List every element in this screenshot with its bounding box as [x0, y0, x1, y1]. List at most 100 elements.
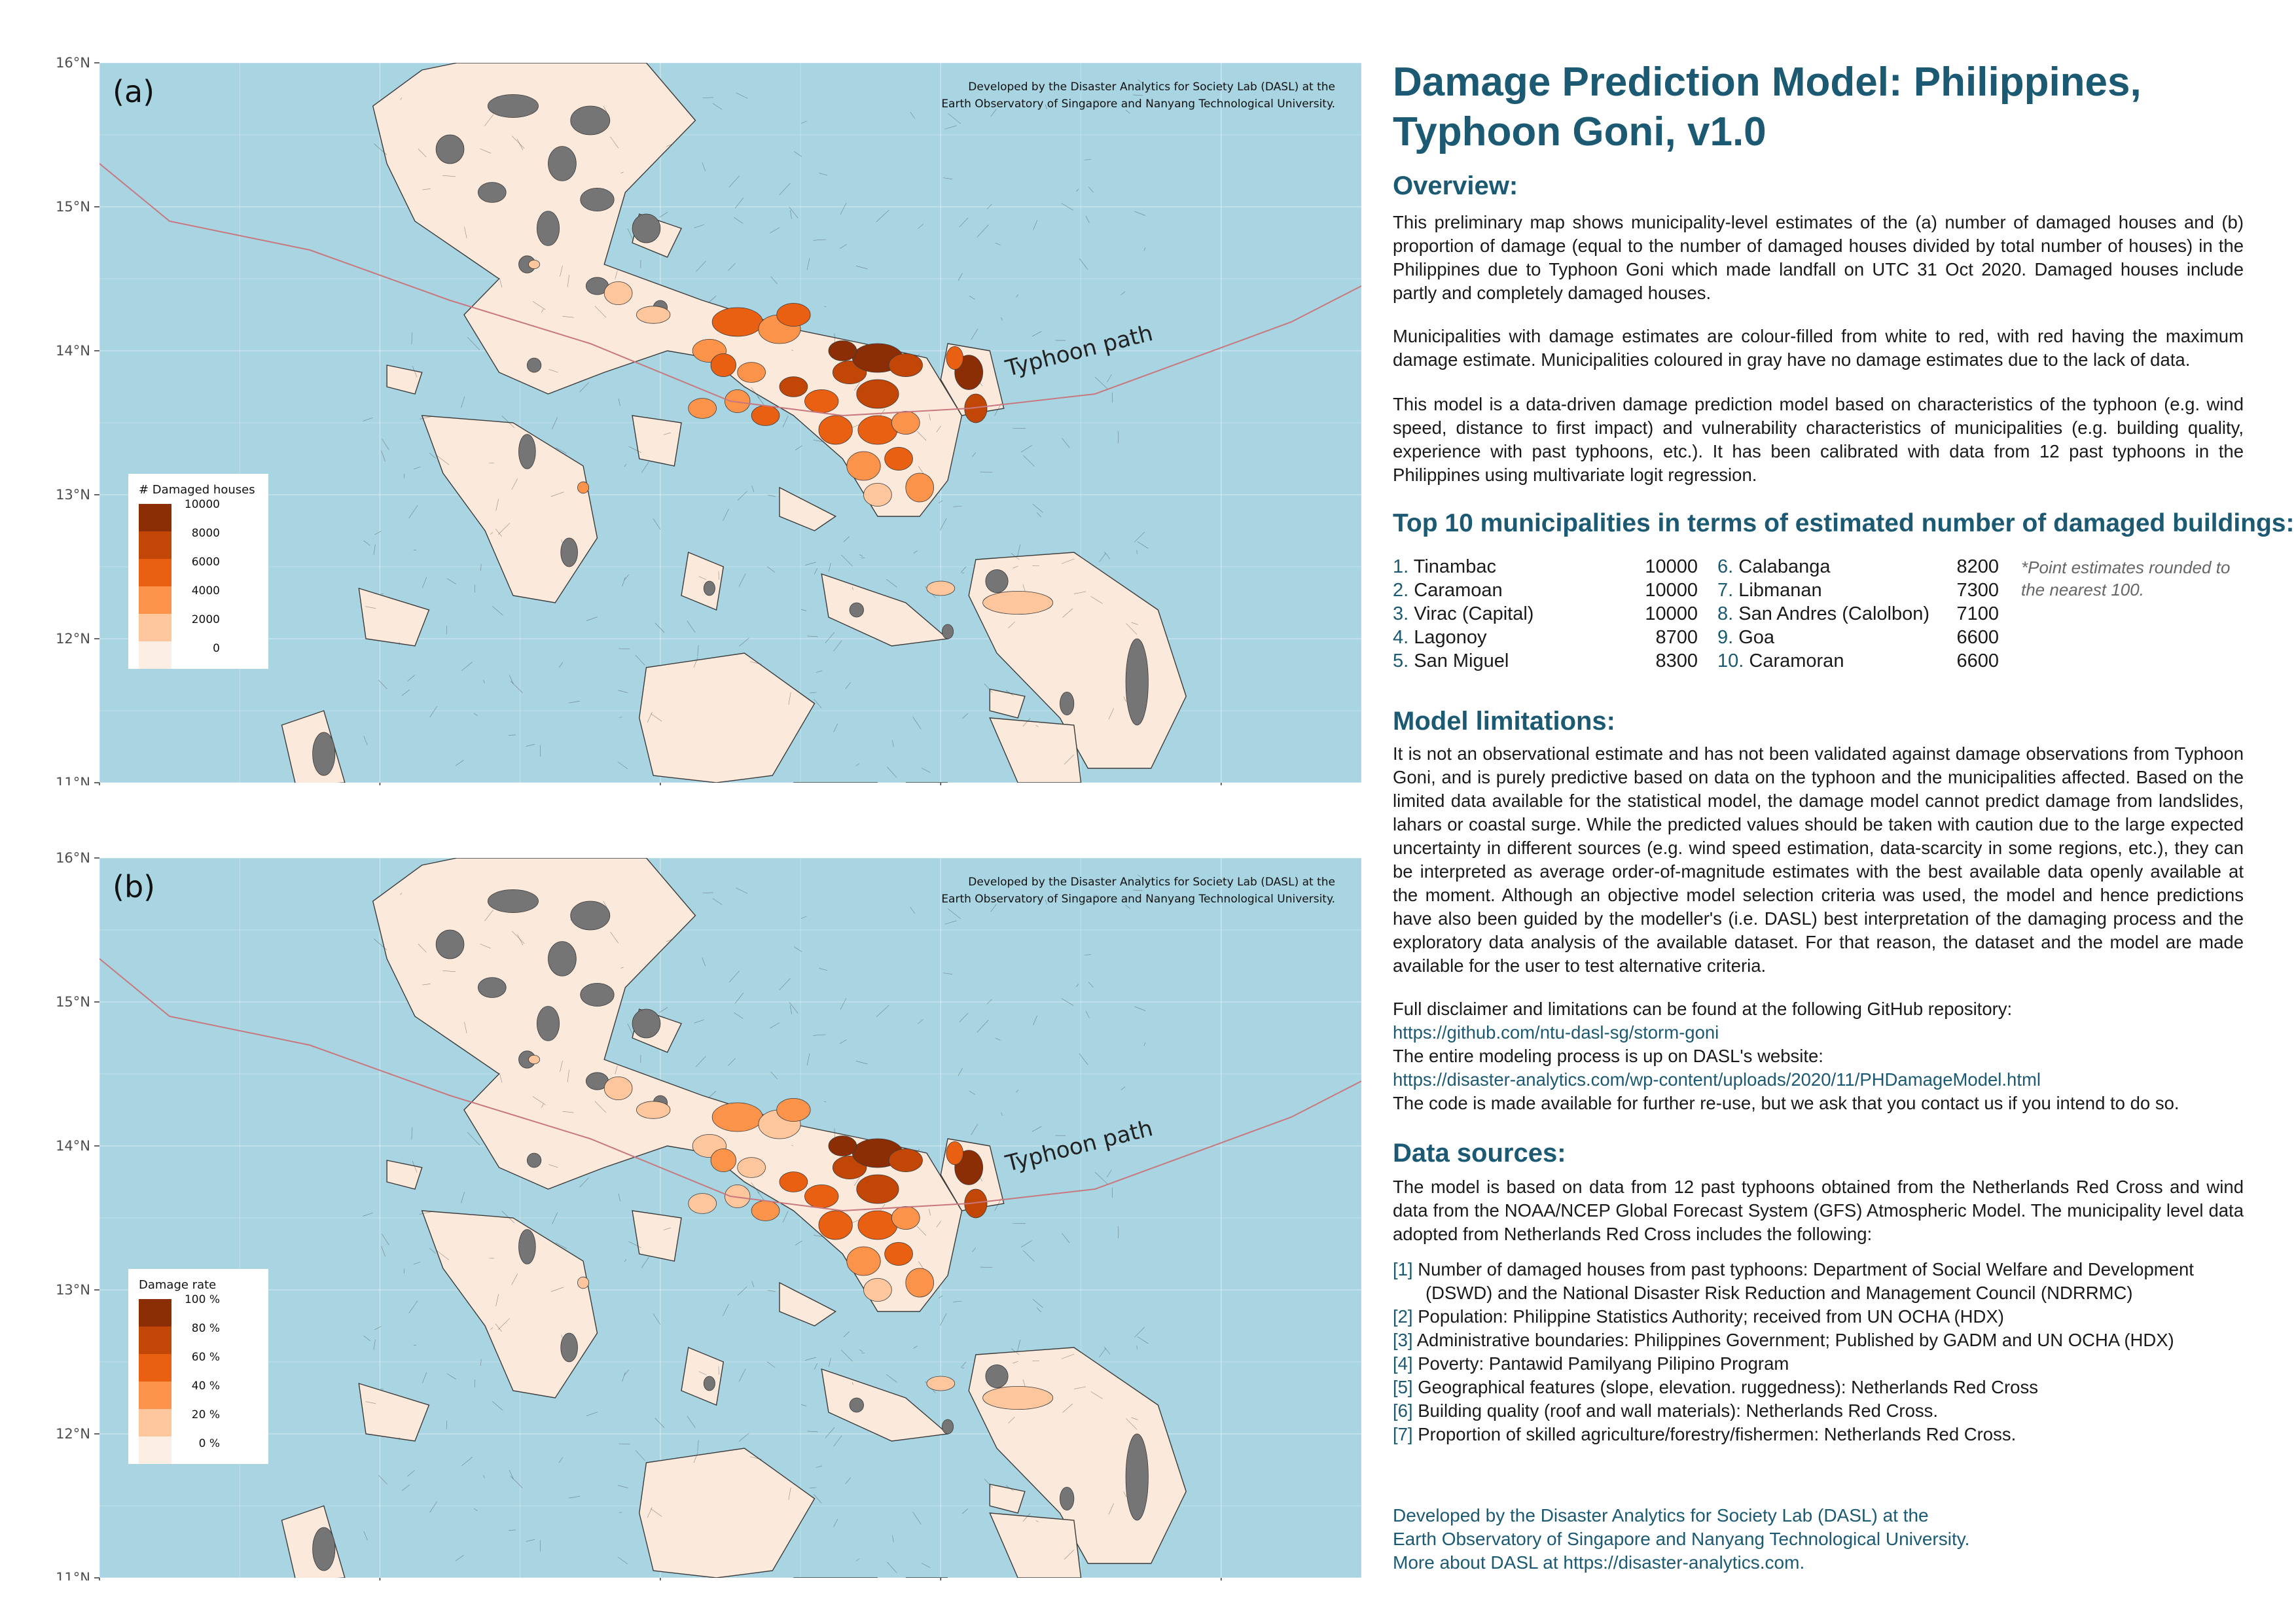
municipality-boundary [737, 491, 747, 501]
source-number: [6] [1393, 1400, 1413, 1421]
municipality-boundary [1013, 1361, 1018, 1364]
municipality-boundary [508, 734, 516, 736]
website-link[interactable]: https://disaster-analytics.com/wp-conten… [1393, 1069, 2041, 1090]
municipality-boundary [984, 1478, 993, 1488]
municipality-boundary [1061, 203, 1074, 211]
overview-heading: Overview: [1393, 171, 1518, 200]
legend-tick-label: 100 % [185, 1293, 220, 1306]
municipality-boundary [446, 1373, 456, 1380]
municipality-boundary [845, 682, 851, 689]
municipality-boundary [1064, 755, 1074, 764]
municipality-no-data [942, 1419, 954, 1435]
municipality-boundary [1001, 1112, 1003, 1116]
top10-row: 5. San Miguel 8300 [1393, 649, 1700, 673]
island-land [821, 1368, 949, 1442]
municipality-boundary [586, 1412, 598, 1416]
municipality-boundary [1134, 1327, 1145, 1338]
source-number: [4] [1393, 1353, 1413, 1374]
github-link[interactable]: https://github.com/ntu-dasl-sg/storm-gon… [1393, 1022, 1719, 1043]
municipality-boundary [1017, 544, 1021, 557]
municipality-boundary [446, 626, 448, 635]
source-item: [2] Population: Philippine Statistics Au… [1393, 1305, 2263, 1329]
municipality-no-data [487, 94, 539, 118]
municipality-damage [804, 389, 839, 414]
panel-label: (b) [113, 869, 155, 904]
municipality-boundary [1131, 1417, 1138, 1420]
municipality-boundary [1125, 904, 1131, 909]
municipality-boundary [843, 1331, 850, 1338]
municipality-boundary [807, 1431, 818, 1433]
island-land [989, 688, 1026, 719]
municipality-boundary [562, 315, 574, 318]
municipality-boundary [995, 1037, 1001, 1041]
municipality-boundary [442, 970, 456, 972]
municipality-boundary [833, 1435, 842, 1447]
municipality-damage [688, 1193, 717, 1214]
municipality-damage [846, 451, 881, 481]
municipality-boundary [586, 616, 598, 621]
island-land [821, 573, 949, 647]
municipality-boundary [939, 518, 947, 531]
municipality-boundary [1033, 1015, 1037, 1026]
municipality-boundary [422, 577, 427, 588]
island-land [358, 1383, 430, 1442]
municipality-damage [856, 1174, 899, 1204]
municipality-boundary [446, 578, 456, 584]
municipality-boundary [399, 1436, 401, 1440]
legend-tick-label: 0 % [199, 1437, 220, 1450]
island-land [639, 652, 816, 783]
municipality-boundary [800, 120, 807, 124]
source-item: [4] Poverty: Pantawid Pamilyang Pilipino… [1393, 1352, 2263, 1376]
municipality-boundary [953, 1300, 962, 1302]
municipality-boundary [708, 1090, 717, 1098]
municipality-boundary [483, 679, 485, 684]
top10-row: 4. Lagonoy 8700 [1393, 626, 1700, 649]
municipality-boundary [1020, 445, 1032, 453]
limitations-heading: Model limitations: [1393, 707, 1615, 736]
municipality-boundary [378, 1474, 387, 1485]
municipality-boundary [1090, 596, 1103, 604]
municipality-boundary [490, 1327, 493, 1330]
municipality-boundary [568, 1495, 581, 1499]
municipality-no-data [942, 624, 954, 639]
overview-paragraph-1: This preliminary map shows municipality-… [1393, 212, 2244, 303]
island-land [421, 415, 598, 603]
source-text: Geographical features (slope, elevation.… [1412, 1377, 2038, 1397]
municipality-boundary [1013, 565, 1018, 569]
legend-swatch [139, 1299, 171, 1327]
municipality-boundary [962, 713, 969, 719]
y-tick-label: 14°N [56, 343, 90, 359]
municipality-damage [891, 411, 920, 435]
municipality-damage [846, 1246, 881, 1276]
municipality-boundary [749, 661, 762, 665]
municipality-boundary [800, 609, 807, 611]
municipality-boundary [789, 1005, 792, 1014]
municipality-boundary [579, 1177, 589, 1188]
municipality-damage [603, 281, 633, 305]
island-land [632, 415, 682, 467]
page-title: Damage Prediction Model: Philippines, Ty… [1393, 60, 2142, 154]
municipality-damage [857, 1210, 898, 1240]
municipality-boundary [480, 943, 491, 949]
municipality-boundary [977, 1020, 989, 1033]
municipality-damage [946, 346, 964, 370]
municipality-boundary [1094, 376, 1109, 390]
municipality-damage [737, 362, 766, 383]
legend-title: Damage rate [139, 1278, 216, 1292]
municipality-boundary [734, 197, 744, 209]
municipality-damage [863, 1278, 892, 1302]
island-land [779, 486, 837, 531]
municipality-boundary [960, 566, 967, 573]
municipality-boundary [532, 301, 546, 310]
municipality-boundary [659, 211, 668, 218]
municipality-boundary [959, 1012, 969, 1023]
municipality-no-data [435, 929, 465, 959]
municipality-boundary [1079, 259, 1088, 270]
municipality-boundary [550, 1287, 564, 1292]
municipality-boundary [552, 1212, 558, 1224]
municipality-boundary [728, 175, 740, 188]
municipality-boundary [892, 1535, 894, 1543]
municipality-boundary [653, 518, 661, 530]
municipality-boundary [461, 662, 473, 671]
top10-value: 7100 [1956, 603, 1999, 624]
